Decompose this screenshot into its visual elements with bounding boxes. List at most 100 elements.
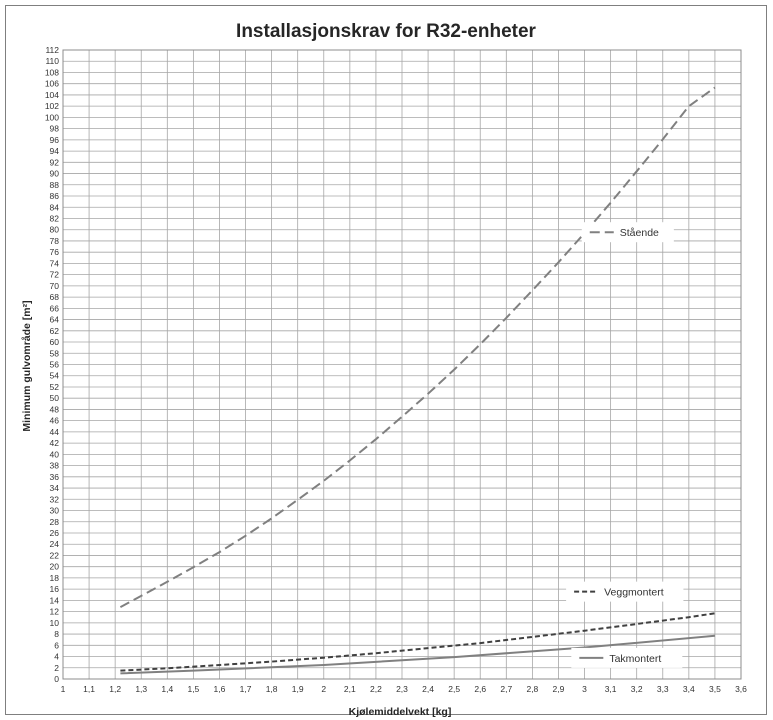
y-tick-label: 20	[50, 562, 60, 572]
y-tick-label: 54	[50, 371, 60, 381]
series-line-takmontert	[120, 634, 715, 675]
y-tick-label: 74	[50, 258, 60, 268]
chart-title: Installasjonskrav for R32-enheter	[236, 21, 536, 42]
y-tick-label: 26	[50, 528, 60, 538]
y-axis-label: Minimum gulvområde [m²]	[21, 300, 33, 431]
x-tick-label: 3,6	[735, 684, 747, 694]
x-tick-label: 3,3	[657, 684, 669, 694]
y-tick-label: 78	[50, 236, 60, 246]
x-tick-label: 2,5	[448, 684, 460, 694]
legend-background	[566, 581, 684, 602]
y-tick-label: 92	[50, 157, 60, 167]
y-tick-label: 4	[54, 652, 59, 662]
legend-entry-st-ende: Stående	[581, 222, 674, 243]
series-lines	[119, 86, 716, 675]
y-tick-label: 102	[45, 101, 59, 111]
y-tick-label: 6	[54, 640, 59, 650]
y-tick-label: 60	[50, 337, 60, 347]
legend-background	[571, 647, 683, 668]
x-tick-label: 2,7	[500, 684, 512, 694]
y-tick-label: 76	[50, 247, 60, 257]
y-tick-label: 42	[50, 438, 60, 448]
x-tick-label: 1,3	[135, 684, 147, 694]
y-tick-label: 62	[50, 326, 60, 336]
y-tick-label: 56	[50, 360, 60, 370]
x-tick-label: 2,8	[526, 684, 538, 694]
y-tick-label: 2	[54, 663, 59, 673]
x-tick-label: 1,7	[240, 684, 252, 694]
y-tick-label: 68	[50, 292, 60, 302]
x-tick-label: 1,6	[214, 684, 226, 694]
legend-background	[581, 222, 674, 243]
y-tick-label: 106	[45, 79, 59, 89]
y-tick-label: 44	[50, 427, 60, 437]
y-tick-label: 12	[50, 607, 60, 617]
y-tick-label: 0	[54, 674, 59, 684]
x-tick-label: 1,1	[83, 684, 95, 694]
y-tick-label: 38	[50, 461, 60, 471]
y-tick-label: 48	[50, 404, 60, 414]
y-tick-label: 18	[50, 573, 60, 583]
x-tick-label: 1,5	[187, 684, 199, 694]
grid	[62, 49, 742, 680]
y-tick-label: 40	[50, 449, 60, 459]
y-tick-label: 22	[50, 550, 60, 560]
y-tick-label: 86	[50, 191, 60, 201]
x-tick-labels: 1 1,1 1,2 1,3 1,4 1,5 1,6 1,7 1,8 1,9 2 2,1 2,2 2,3 2,…	[61, 684, 748, 694]
series-line-veggmontert	[120, 612, 716, 672]
y-tick-label: 112	[45, 45, 59, 55]
y-tick-label: 94	[50, 146, 60, 156]
plot-area-border	[62, 49, 742, 680]
x-tick-label: 1,9	[292, 684, 304, 694]
legend: Stående Veggmontert Takmontert	[566, 222, 684, 668]
y-tick-label: 66	[50, 303, 60, 313]
y-tick-label: 8	[54, 629, 59, 639]
x-tick-label: 3,4	[683, 684, 695, 694]
legend-label: Takmontert	[609, 653, 661, 665]
y-tick-label: 108	[45, 67, 59, 77]
y-tick-label: 50	[50, 393, 60, 403]
x-tick-label: 1,8	[266, 684, 278, 694]
y-tick-label: 84	[50, 202, 60, 212]
x-tick-label: 2,9	[553, 684, 565, 694]
y-tick-label: 88	[50, 180, 60, 190]
y-tick-label: 64	[50, 315, 60, 325]
legend-entry-veggmontert: Veggmontert	[566, 581, 684, 602]
y-tick-label: 72	[50, 270, 60, 280]
y-tick-label: 32	[50, 494, 60, 504]
y-tick-label: 98	[50, 124, 60, 134]
x-tick-label: 2,1	[344, 684, 356, 694]
x-tick-label: 2,4	[422, 684, 434, 694]
x-tick-label: 2,2	[370, 684, 382, 694]
y-tick-label: 110	[45, 56, 59, 66]
y-tick-label: 28	[50, 517, 60, 527]
y-tick-label: 46	[50, 416, 60, 426]
y-tick-label: 16	[50, 584, 60, 594]
y-tick-label: 82	[50, 213, 60, 223]
x-tick-label: 1	[61, 684, 66, 694]
legend-entry-takmontert: Takmontert	[571, 647, 683, 668]
x-tick-label: 2	[321, 684, 326, 694]
y-tick-label: 34	[50, 483, 60, 493]
y-tick-label: 104	[45, 90, 59, 100]
y-tick-labels: 0246810121416182022242628303234363840424…	[45, 45, 59, 684]
y-tick-label: 52	[50, 382, 60, 392]
x-tick-label: 2,6	[474, 684, 486, 694]
legend-label: Stående	[620, 227, 659, 239]
x-axis-label: Kjølemiddelvekt [kg]	[349, 706, 452, 718]
y-tick-label: 58	[50, 348, 60, 358]
series-line-st-ende	[119, 86, 716, 608]
x-tick-label: 1,4	[161, 684, 173, 694]
y-tick-label: 14	[50, 595, 60, 605]
x-tick-label: 3,1	[605, 684, 617, 694]
y-tick-label: 70	[50, 281, 60, 291]
x-tick-label: 3,5	[709, 684, 721, 694]
x-tick-label: 2,3	[396, 684, 408, 694]
legend-label: Veggmontert	[604, 587, 664, 599]
y-tick-label: 36	[50, 472, 60, 482]
y-tick-label: 80	[50, 225, 60, 235]
x-tick-label: 3,2	[631, 684, 643, 694]
y-tick-label: 24	[50, 539, 60, 549]
x-tick-label: 1,2	[109, 684, 121, 694]
